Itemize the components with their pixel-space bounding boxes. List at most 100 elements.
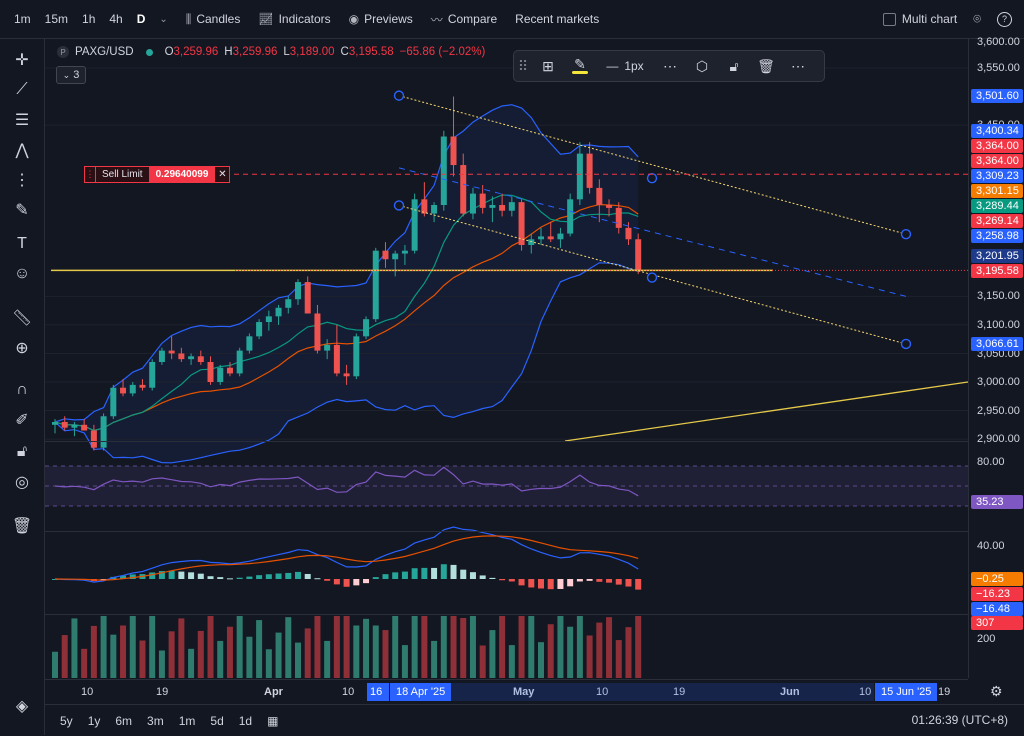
rsi-value-label: 35.23 bbox=[971, 495, 1023, 509]
candle-body bbox=[392, 253, 399, 260]
crosshair-icon[interactable]: ✛ bbox=[15, 52, 29, 69]
pane-divider[interactable] bbox=[45, 531, 968, 532]
volume-bar bbox=[197, 630, 204, 678]
sell-limit-order[interactable]: ⋮ Sell Limit 0.29640099 ✕ bbox=[84, 166, 231, 183]
compare-icon: 〰 bbox=[430, 12, 443, 27]
more-icon[interactable]: ⋯ bbox=[791, 57, 805, 74]
multi-chart-toggle[interactable]: Multi chart bbox=[882, 12, 957, 26]
compare-label: Compare bbox=[447, 12, 498, 26]
macd-line bbox=[54, 526, 639, 583]
volume-bar bbox=[256, 620, 263, 678]
low-label: L bbox=[283, 46, 290, 58]
candle-body bbox=[285, 299, 292, 308]
chart-settings-gear-icon[interactable]: ⚙ bbox=[990, 683, 1003, 699]
visibility-icon[interactable]: ◎ bbox=[15, 474, 29, 491]
timeframe-15m[interactable]: 15m bbox=[44, 12, 69, 26]
clock[interactable]: 01:26:39 (UTC+8) bbox=[911, 713, 1008, 727]
line-width-button[interactable]: — 1px bbox=[596, 51, 654, 81]
settings-icon[interactable]: ⬡ bbox=[695, 57, 709, 74]
zoom-in-icon[interactable]: ⊕ bbox=[15, 340, 29, 357]
timeframe-1m[interactable]: 1m bbox=[14, 12, 31, 26]
macd-histogram-bar bbox=[168, 570, 175, 579]
macd-line-label: −16.48 bbox=[971, 602, 1023, 616]
candle-body bbox=[246, 336, 253, 351]
volume-bar bbox=[168, 631, 175, 678]
volume-bar bbox=[615, 640, 622, 678]
indicators-button[interactable]: 📈︎ Indicators bbox=[258, 12, 330, 26]
help-icon[interactable]: ? bbox=[997, 11, 1012, 27]
previews-button[interactable]: ◉ Previews bbox=[349, 12, 413, 26]
text-icon[interactable]: T bbox=[17, 235, 27, 252]
candle-body bbox=[226, 367, 233, 374]
compare-button[interactable]: 〰 Compare bbox=[431, 11, 497, 28]
candles-button[interactable]: ⫼ Candles bbox=[186, 12, 241, 27]
trash-icon[interactable]: 🗑︎ bbox=[11, 518, 33, 535]
symbol-name[interactable]: PAXG/USD bbox=[75, 46, 134, 58]
macd-histogram-label: −0.25 bbox=[971, 572, 1023, 586]
pane-divider[interactable] bbox=[45, 614, 968, 615]
macd-tick: 40.00 bbox=[977, 540, 1005, 552]
timeframe-d[interactable]: D bbox=[136, 12, 146, 26]
layers-icon[interactable]: ◈ bbox=[15, 698, 29, 715]
range-1m[interactable]: 1m bbox=[178, 713, 196, 728]
candle-body bbox=[431, 205, 438, 214]
top-toolbar: 1m 15m 1h 4h D ⌄ ⫼ Candles 📈︎ Indicators… bbox=[0, 0, 1024, 39]
time-tick: 19 bbox=[156, 686, 169, 698]
macd-histogram-bar bbox=[489, 577, 496, 579]
pencil-color-icon[interactable]: ✎ bbox=[564, 51, 596, 81]
range-5d[interactable]: 5d bbox=[210, 713, 224, 728]
drawing-anchor-handle bbox=[900, 228, 912, 240]
templates-icon[interactable]: ⊞ bbox=[542, 57, 554, 74]
lock-icon[interactable]: 🔓︎ bbox=[729, 57, 739, 74]
timeframe-4h[interactable]: 4h bbox=[109, 12, 123, 26]
trendline-icon[interactable]: ⟋ bbox=[16, 81, 28, 98]
candle-body bbox=[635, 239, 642, 271]
range-6m[interactable]: 6m bbox=[115, 713, 133, 728]
range-3m[interactable]: 3m bbox=[147, 713, 164, 728]
candle-body bbox=[469, 193, 476, 214]
indicators-collapse-button[interactable]: ⌄ 3 bbox=[56, 66, 86, 84]
range-1y[interactable]: 1y bbox=[87, 713, 101, 728]
close-icon[interactable]: ✕ bbox=[214, 166, 231, 183]
volume-bar bbox=[547, 624, 554, 678]
drag-handle-icon[interactable]: ⠿ bbox=[517, 57, 529, 74]
volume-bar bbox=[52, 651, 58, 678]
fib-icon[interactable]: ⋮ bbox=[14, 172, 30, 189]
camera-icon[interactable]: ⌾ bbox=[973, 11, 981, 26]
candle-body bbox=[90, 430, 97, 448]
macd-signal-label: −16.23 bbox=[971, 587, 1023, 601]
date-range-icon[interactable]: ▦ bbox=[267, 713, 279, 728]
range-1d[interactable]: 1d bbox=[238, 713, 253, 728]
volume-bar bbox=[363, 618, 370, 678]
timeframe-1h[interactable]: 1h bbox=[82, 12, 96, 26]
range-5y[interactable]: 5y bbox=[60, 713, 73, 728]
magnet-icon[interactable]: ∩ bbox=[16, 381, 28, 398]
brush-icon[interactable]: ✎ bbox=[15, 202, 29, 219]
price-label: 3,269.14 bbox=[971, 214, 1023, 228]
candle-body bbox=[61, 421, 68, 428]
recent-markets-button[interactable]: Recent markets bbox=[515, 12, 600, 26]
volume-tick: 200 bbox=[977, 633, 996, 645]
drawing-toolbar: ⠿ ⊞ ✎ — 1px ⋯ ⬡ 🔓︎ 🗑︎ ⋯ bbox=[513, 50, 825, 82]
chart-canvas[interactable] bbox=[45, 38, 968, 679]
color-swatch bbox=[572, 70, 588, 74]
horizontal-lines-icon[interactable]: ☰ bbox=[14, 112, 30, 129]
ruler-icon[interactable]: 📏︎ bbox=[11, 310, 33, 327]
time-axis[interactable]: 10 19 Apr 10 May 10 19 Jun 10 19 16 18 A… bbox=[45, 679, 968, 704]
line-style-icon[interactable]: ⋯ bbox=[663, 57, 677, 74]
lock-icon[interactable]: 🔓︎ bbox=[16, 443, 28, 460]
pane-divider[interactable] bbox=[45, 441, 968, 442]
emoji-icon[interactable]: ☺ bbox=[13, 265, 31, 282]
open-value: 3,259.96 bbox=[173, 46, 219, 58]
candle-body bbox=[100, 416, 107, 448]
candle-body bbox=[518, 202, 525, 245]
lock-drawing-icon[interactable]: ✐ bbox=[15, 412, 29, 429]
trash-icon[interactable]: 🗑︎ bbox=[757, 57, 775, 74]
volume-bar bbox=[576, 616, 583, 678]
macd-histogram-bar bbox=[606, 579, 613, 583]
pattern-icon[interactable]: ⋀ bbox=[15, 142, 29, 159]
price-axis[interactable]: 3,600.00 3,550.00 3,450.00 3,150.00 3,10… bbox=[968, 36, 1024, 678]
timeframe-dropdown-icon[interactable]: ⌄ bbox=[159, 13, 168, 25]
drag-handle-icon[interactable]: ⋮ bbox=[84, 166, 96, 183]
candle-body bbox=[528, 239, 535, 245]
